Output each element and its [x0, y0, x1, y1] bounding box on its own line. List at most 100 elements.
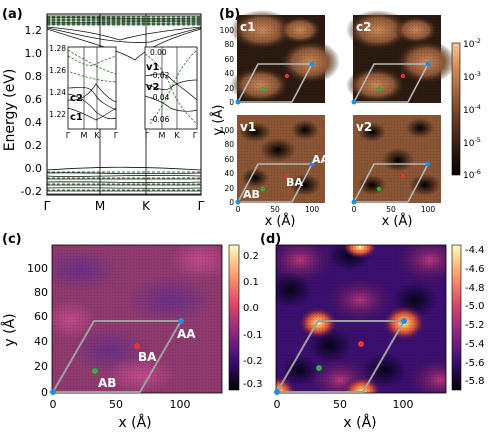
- panel-a-ytick: 0.6: [25, 93, 43, 106]
- panel-b-xlabel: x (Å): [265, 213, 296, 229]
- panel-c-xlabel: x (Å): [118, 414, 151, 431]
- colorbar-c-tick: 0.2: [243, 251, 259, 262]
- inset-valence: 0.00 -0.02 -0.04 -0.06 Γ M K Γ v1 v2: [144, 46, 198, 140]
- panel-c-xtick: 0: [50, 398, 57, 411]
- panel-b-ytick: 100: [220, 126, 235, 135]
- panel-b-colorbar: 10-2 10-3 10-4 10-5 10-6: [451, 37, 481, 181]
- panel-b-xtick: 100: [305, 205, 320, 214]
- panel-d: (d): [260, 232, 485, 431]
- map-label-c2: c2: [356, 20, 371, 34]
- panel-a-xtick: K: [142, 199, 151, 213]
- panel-c-map: [52, 245, 222, 393]
- colorbar-b-tick: 10-6: [463, 168, 481, 181]
- inset-left-ytick: 1.28: [49, 44, 66, 53]
- panel-b-xtick: 50: [270, 205, 280, 214]
- panel-a-ytick: -0.2: [21, 185, 42, 198]
- panel-b-ytick: 80: [224, 40, 234, 49]
- band-label-c1: c1: [70, 112, 83, 123]
- inset-left-xtick: K: [94, 131, 100, 140]
- colorbar-c-tick: 0.1: [243, 277, 259, 288]
- colorbar-d-tick: -5.6: [465, 358, 485, 369]
- stacking-label-ab: AB: [243, 188, 260, 201]
- panel-b-ytick: 100: [220, 26, 235, 35]
- panel-b-xlabel: x (Å): [382, 213, 413, 229]
- panel-label-a: (a): [2, 7, 23, 22]
- panel-a-ytick: 0.0: [25, 162, 43, 175]
- panel-a-xtick: M: [95, 199, 105, 213]
- panel-d-xtick: 100: [393, 398, 414, 411]
- panel-b-xtick: 50: [386, 205, 396, 214]
- inset-left-xtick: Γ: [114, 131, 119, 140]
- inset-right-ytick: 0.00: [150, 48, 167, 57]
- panel-b-ytick: 20: [224, 184, 234, 193]
- panel-a-ytick: 0.4: [25, 116, 43, 129]
- panel-b-ytick: 0: [229, 98, 234, 107]
- map-c1: c1: [230, 10, 340, 105]
- stacking-label-ab: AB: [98, 376, 116, 390]
- panel-c-ytick: 60: [34, 310, 48, 323]
- inset-right-xtick: Γ: [145, 131, 150, 140]
- panel-b-ytick: 60: [224, 55, 234, 64]
- panel-a-ylabel: Energy (eV): [2, 69, 18, 152]
- colorbar-b-tick: 10-4: [463, 103, 481, 116]
- panel-b-xtick: 100: [421, 205, 436, 214]
- panel-b-xtick: 0: [236, 205, 241, 214]
- panel-c-ytick: 20: [34, 360, 48, 373]
- panel-d-map: [276, 245, 446, 393]
- panel-a: (a) Energy (eV) 1.2 1.0 0.8 0.6 0.4 0.2 …: [2, 7, 205, 213]
- map-v2: v2: [351, 115, 441, 205]
- inset-left-ytick: 1.26: [49, 66, 66, 75]
- inset-right-xtick: M: [159, 131, 166, 140]
- panel-a-xtick: Γ: [198, 199, 205, 213]
- colorbar-c-tick: 0.0: [243, 303, 259, 314]
- panel-a-xtick: Γ: [44, 199, 51, 213]
- panel-label-d: (d): [260, 232, 281, 247]
- inset-conduction: 1.28 1.26 1.24 1.22 Γ M K Γ c2 c1: [49, 44, 118, 140]
- stacking-label-aa: AA: [177, 327, 196, 341]
- panel-b-ytick: 60: [224, 155, 234, 164]
- map-label-v2: v2: [356, 120, 372, 134]
- panel-c-ytick: 40: [34, 335, 48, 348]
- inset-right-xtick: K: [174, 131, 180, 140]
- colorbar-d-tick: -4.4: [465, 245, 485, 256]
- colorbar-c-tick: -0.1: [243, 330, 263, 341]
- inset-left-ytick: 1.22: [49, 110, 66, 119]
- colorbar-d-tick: -5.4: [465, 339, 485, 350]
- stacking-label-ba: BA: [286, 176, 303, 189]
- map-label-c1: c1: [240, 20, 255, 34]
- band-label-v2: v2: [146, 82, 160, 93]
- inset-right-ytick: -0.04: [150, 93, 170, 102]
- colorbar-c-tick: -0.3: [243, 379, 263, 390]
- panel-c: (c) y (Å) AA BA AB 100 80 60 40 20 0: [1, 232, 263, 431]
- panel-c-ytick: 80: [34, 286, 48, 299]
- panel-b: (b) y (Å) c1: [210, 7, 481, 229]
- panel-b-ytick: 80: [224, 140, 234, 149]
- stacking-label-aa: AA: [312, 153, 330, 166]
- map-c2: c2: [346, 10, 456, 105]
- panel-c-ytick: 100: [27, 262, 48, 275]
- panel-d-xtick: 0: [274, 398, 281, 411]
- colorbar-d-tick: -5.0: [465, 301, 485, 312]
- colorbar-c-tick: -0.2: [243, 356, 263, 367]
- panel-d-xtick: 50: [333, 398, 347, 411]
- panel-b-ytick: 20: [224, 84, 234, 93]
- panel-b-xtick: 0: [352, 205, 357, 214]
- inset-right-xtick: Γ: [193, 131, 198, 140]
- panel-c-ytick: 0: [41, 386, 48, 399]
- panel-b-ylabel: y (Å): [210, 105, 226, 136]
- colorbar-d-tick: -4.8: [465, 283, 485, 294]
- colorbar-d-tick: -4.6: [465, 264, 485, 275]
- band-label-c2: c2: [70, 93, 83, 104]
- panel-a-ytick: 0.2: [25, 139, 43, 152]
- colorbar-d-tick: -5.8: [465, 376, 485, 387]
- panel-c-xtick: 100: [170, 398, 191, 411]
- colorbar-b-tick: 10-5: [463, 136, 481, 149]
- panel-d-colorbar: -4.4 -4.6 -4.8 -5.0 -5.2 -5.4 -5.6 -5.8: [451, 244, 485, 391]
- panel-a-ytick: 1.2: [25, 24, 43, 37]
- panel-a-ytick: 0.8: [25, 70, 43, 83]
- colorbar-b-tick: 10-3: [463, 70, 481, 83]
- map-label-v1: v1: [240, 120, 256, 134]
- band-label-v1: v1: [146, 62, 160, 73]
- inset-left-xtick: Γ: [66, 131, 71, 140]
